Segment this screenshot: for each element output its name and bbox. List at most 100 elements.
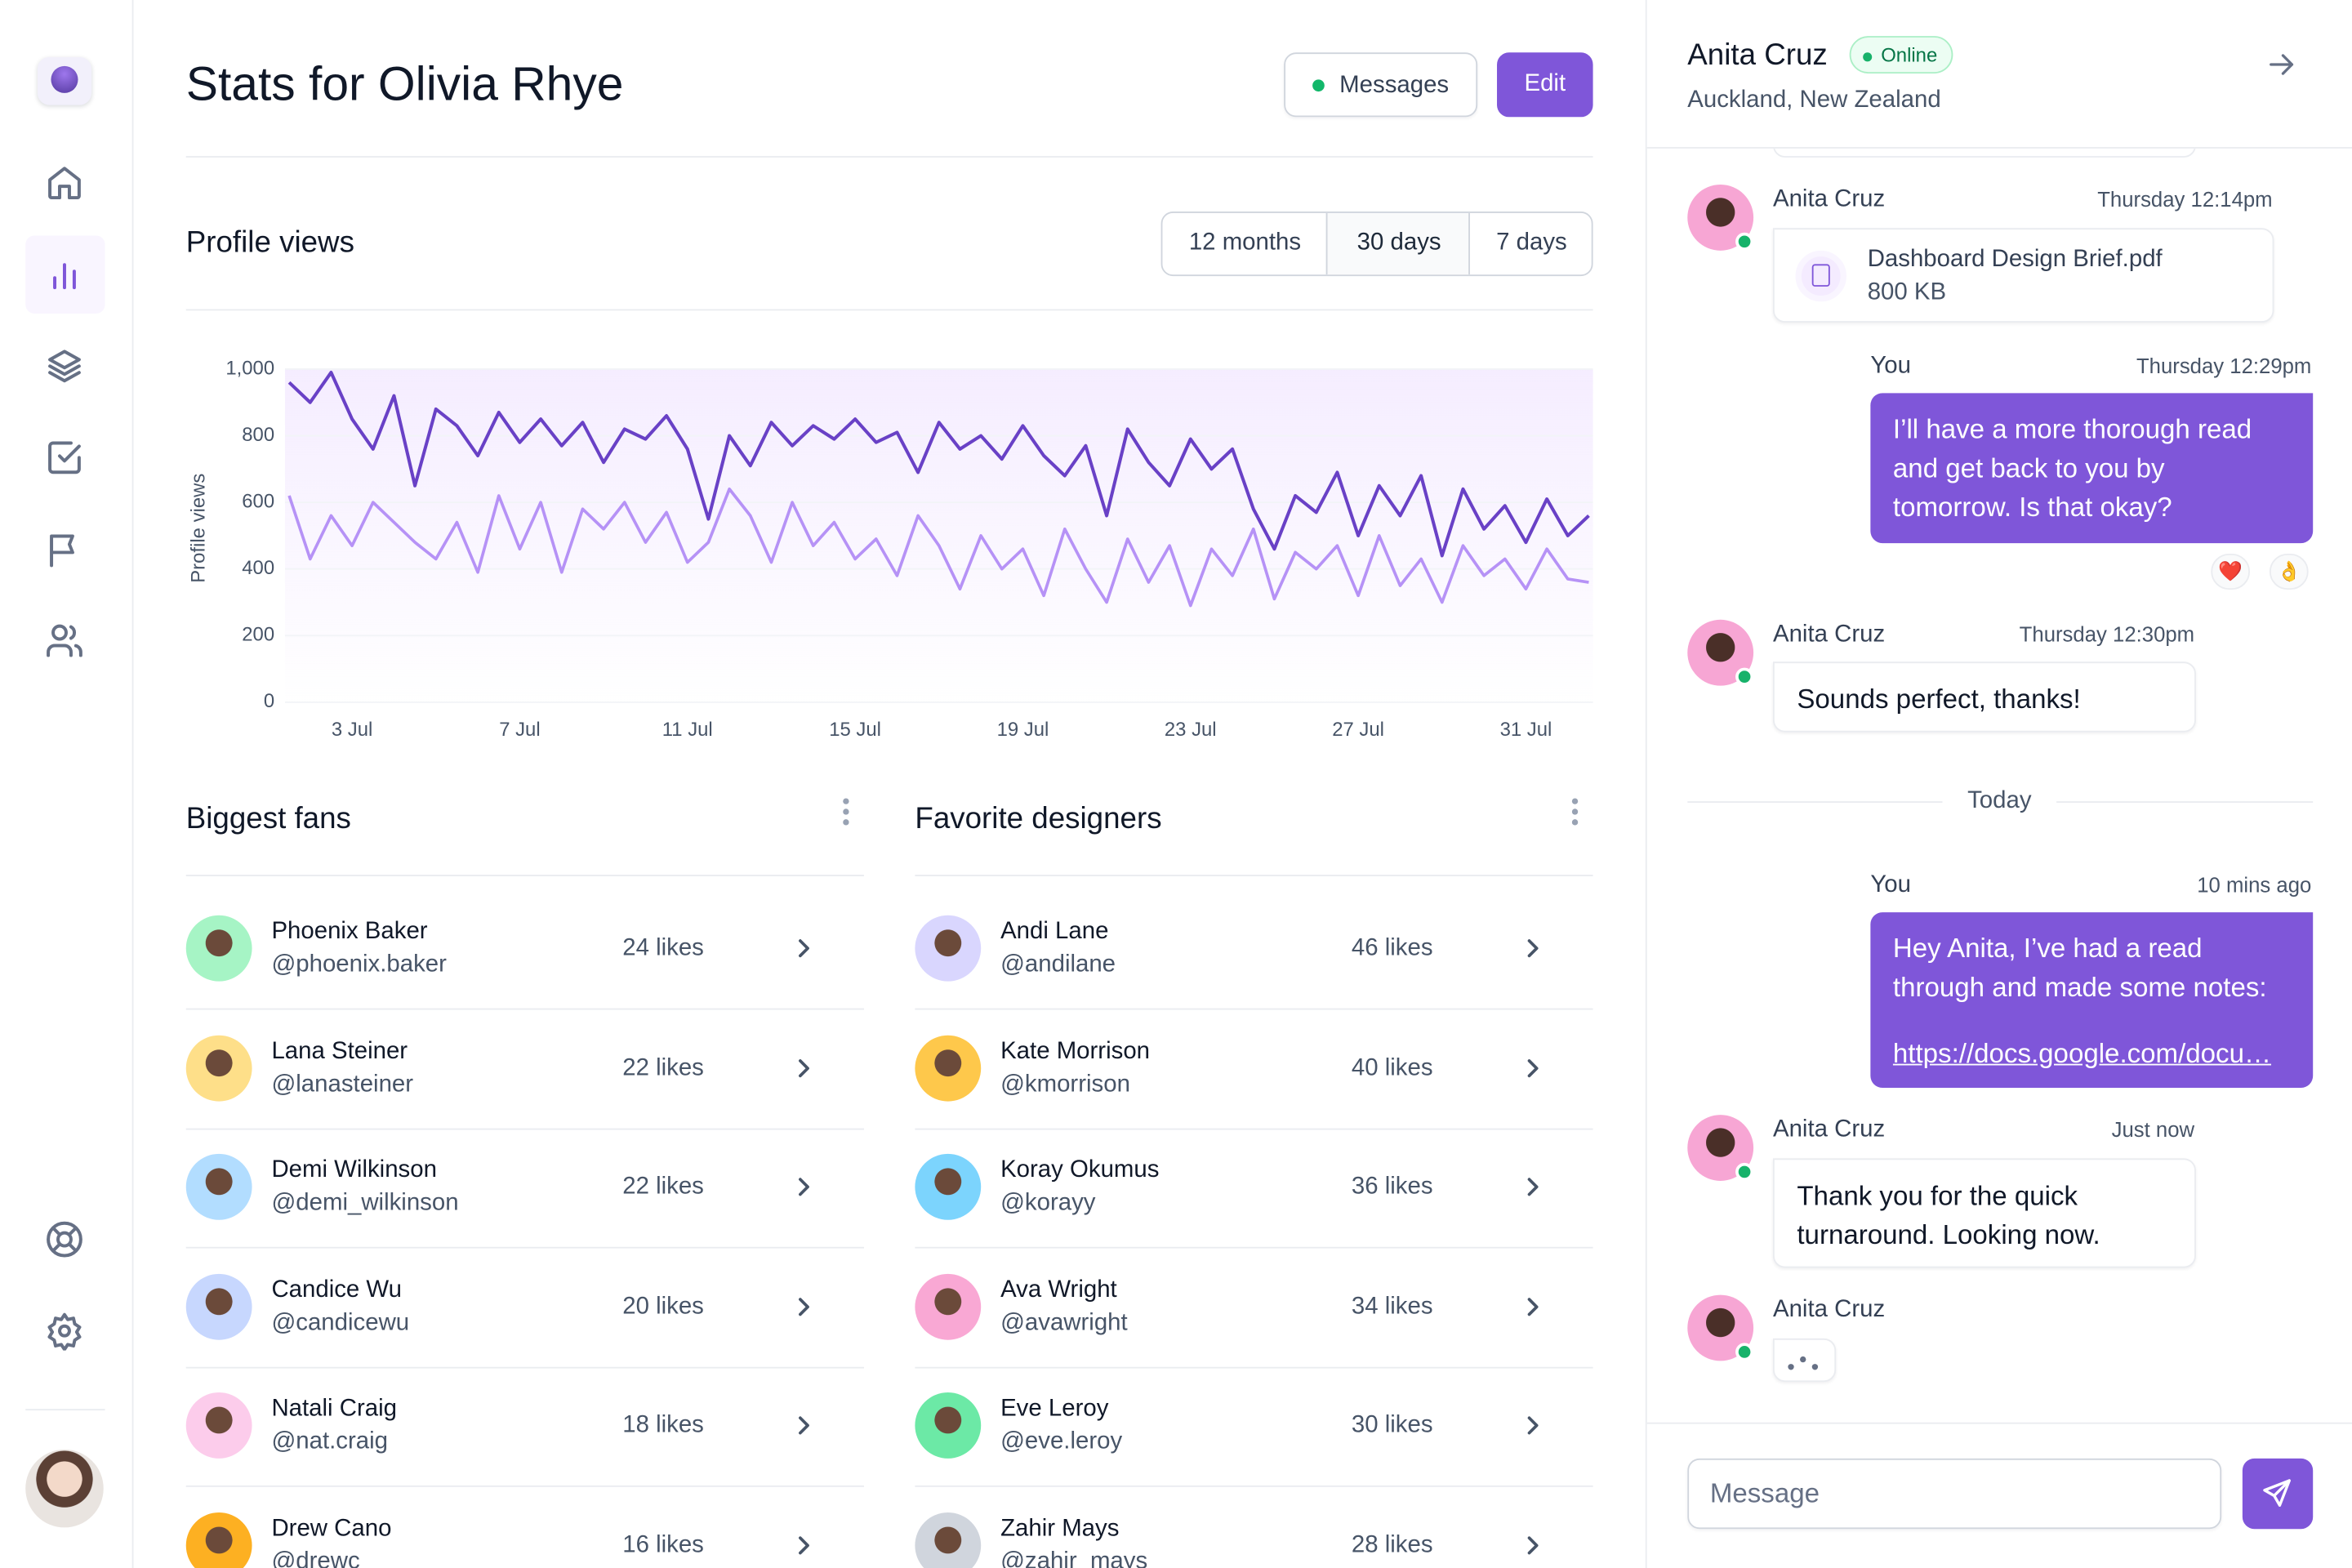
row-divider xyxy=(915,1246,1593,1249)
nav-settings[interactable] xyxy=(45,1312,84,1351)
x-tick-label: 11 Jul xyxy=(662,719,713,741)
divider xyxy=(185,309,1593,311)
likes-count: 16 likes xyxy=(622,1531,704,1557)
messages-button[interactable]: Messages xyxy=(1284,52,1478,118)
tab[interactable]: 7 days xyxy=(1468,212,1591,275)
section-title: Profile views xyxy=(185,226,354,260)
kebab-menu[interactable] xyxy=(1569,797,1581,827)
message-text: Sounds perfect, thanks! xyxy=(1797,684,2081,715)
row-chevron[interactable] xyxy=(1518,1410,1548,1441)
chevron-path xyxy=(799,1416,809,1435)
message-link[interactable]: https://docs.google.com/docu… xyxy=(1892,1038,2272,1069)
status-dot xyxy=(1312,79,1325,92)
row-chevron[interactable] xyxy=(789,1053,819,1083)
message-input[interactable]: Message xyxy=(1687,1458,2222,1530)
person-handle: @kmorrison xyxy=(1000,1071,1130,1097)
chevron-path xyxy=(1527,1178,1539,1196)
row-chevron[interactable] xyxy=(789,1530,819,1560)
likes-count: 36 likes xyxy=(1351,1174,1433,1200)
row-chevron[interactable] xyxy=(789,933,819,964)
kebab-dot xyxy=(843,819,849,826)
kebab-dot xyxy=(1571,808,1579,815)
person-name: Natali Craig xyxy=(271,1396,397,1422)
row-chevron[interactable] xyxy=(789,1410,819,1441)
nav-tasks[interactable] xyxy=(45,438,84,477)
reaction[interactable]: 👌 xyxy=(2269,553,2309,590)
y-tick-label: 800 xyxy=(242,424,274,446)
row-divider xyxy=(915,1008,1593,1010)
nav-layers[interactable] xyxy=(45,346,84,385)
person-handle: @drewc xyxy=(271,1548,360,1568)
logo[interactable] xyxy=(37,56,92,105)
divider xyxy=(185,875,864,876)
tab-label: 7 days xyxy=(1496,229,1567,256)
send-icon xyxy=(2263,1479,2291,1507)
message-bubble: Sounds perfect, thanks! xyxy=(1772,662,2196,733)
edit-button[interactable]: Edit xyxy=(1497,52,1593,118)
divider xyxy=(915,875,1593,876)
date-divider: Today xyxy=(1967,788,2032,814)
likes-count: 18 likes xyxy=(622,1412,704,1438)
kebab-menu[interactable] xyxy=(840,797,853,827)
x-tick-label: 3 Jul xyxy=(332,719,372,741)
person-handle: @andilane xyxy=(1000,951,1116,978)
nav-users[interactable] xyxy=(45,621,84,661)
chevron-path xyxy=(1527,1297,1539,1316)
chevron-path xyxy=(799,1297,809,1316)
person-name: Andi Lane xyxy=(1000,919,1109,945)
likes-count: 22 likes xyxy=(622,1054,704,1080)
tab[interactable]: 12 months xyxy=(1162,213,1326,274)
nav-home[interactable] xyxy=(45,163,84,203)
row-divider xyxy=(185,1246,864,1249)
row-chevron[interactable] xyxy=(1518,1172,1548,1202)
likes-count: 22 likes xyxy=(622,1174,704,1200)
person-name: Lana Steiner xyxy=(271,1038,408,1064)
tab[interactable]: 30 days xyxy=(1326,212,1468,275)
nav-support[interactable] xyxy=(45,1220,84,1259)
message-sender: Anita Cruz xyxy=(1772,1297,1886,1323)
reaction[interactable]: ❤️ xyxy=(2211,553,2251,590)
send-button[interactable] xyxy=(2242,1458,2314,1530)
message-sender: Anita Cruz xyxy=(1772,186,1886,212)
reaction-emoji: ❤️ xyxy=(2218,559,2243,582)
close-panel[interactable] xyxy=(2266,50,2296,80)
person-handle: @nat.craig xyxy=(271,1428,388,1455)
online-indicator xyxy=(1735,667,1754,686)
chat-avatar xyxy=(1687,184,1754,251)
message-bubble: I’ll have a more thorough read and get b… xyxy=(1870,393,2314,544)
row-chevron[interactable] xyxy=(1518,1291,1548,1321)
file-size: 800 KB xyxy=(1867,279,1947,305)
message-sender: You xyxy=(1870,353,1911,379)
row-chevron[interactable] xyxy=(1518,1053,1548,1083)
person-name: Drew Cano xyxy=(271,1515,392,1541)
avatar xyxy=(915,1392,982,1459)
button-label: Messages xyxy=(1339,72,1450,99)
send-path xyxy=(2263,1479,2291,1507)
message-time: Thursday 12:14pm xyxy=(2097,186,2273,212)
chat-footer: Message xyxy=(1646,1422,2352,1568)
likes-count: 28 likes xyxy=(1351,1531,1433,1557)
line-series xyxy=(287,371,1590,558)
logo-mark xyxy=(51,65,78,93)
row-chevron[interactable] xyxy=(1518,1530,1548,1560)
y-axis-label: Profile views xyxy=(188,474,210,583)
status-dot xyxy=(1863,52,1873,62)
nav-flag[interactable] xyxy=(45,530,84,569)
row-chevron[interactable] xyxy=(789,1172,819,1202)
person-handle: @lanasteiner xyxy=(271,1071,414,1097)
person-name: Phoenix Baker xyxy=(271,919,428,945)
row-chevron[interactable] xyxy=(1518,933,1548,964)
row-chevron[interactable] xyxy=(789,1291,819,1321)
message-bubble: Thank you for the quick turnaround. Look… xyxy=(1772,1158,2196,1268)
user-avatar[interactable] xyxy=(25,1449,104,1528)
chevron-path xyxy=(799,1535,809,1554)
person-name: Zahir Mays xyxy=(1000,1515,1120,1541)
avatar xyxy=(915,1272,982,1339)
likes-count: 46 likes xyxy=(1351,935,1433,961)
file-glyph xyxy=(1811,264,1830,287)
person-name: Candice Wu xyxy=(271,1276,402,1303)
x-tick-label: 27 Jul xyxy=(1332,719,1384,741)
person-handle: @zahir_mays xyxy=(1000,1548,1148,1568)
message-text: Hey Anita, I’ve had a read through and m… xyxy=(1892,933,2267,1003)
nav-stats[interactable] xyxy=(45,255,84,294)
